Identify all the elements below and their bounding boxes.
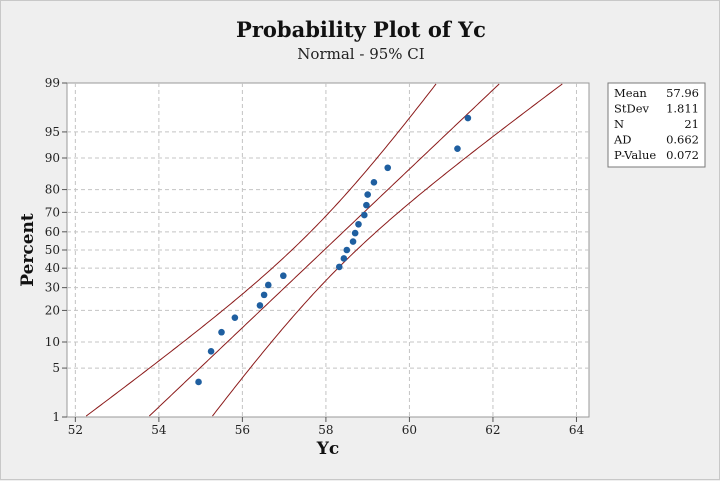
- data-point: [364, 191, 371, 198]
- y-tick-label: 90: [45, 151, 60, 165]
- data-point: [218, 328, 225, 336]
- legend-stat-label: AD: [613, 133, 632, 147]
- data-points: [195, 114, 472, 386]
- data-point: [280, 272, 287, 280]
- legend-stat-value: 1.811: [666, 102, 699, 116]
- legend-stat-value: 57.96: [666, 86, 699, 100]
- chart-title: Probability Plot of Yc: [236, 17, 486, 42]
- x-tick-label: 54: [151, 423, 167, 437]
- data-point: [343, 246, 351, 254]
- x-tick-label: 56: [235, 423, 250, 437]
- y-tick-label: 1: [52, 410, 60, 424]
- data-point: [195, 378, 202, 386]
- y-tick-label: 30: [45, 281, 60, 295]
- data-point: [361, 211, 368, 219]
- data-point: [256, 302, 264, 309]
- stats-legend-rows: Mean 57.96 StDev 1.811 N 21 AD 0.662 P-Value 0.07…: [613, 86, 699, 162]
- y-gridlines: [67, 131, 589, 369]
- x-tick-label: 52: [68, 423, 83, 437]
- y-axis-label: Percent: [18, 213, 38, 287]
- x-tick-label: 64: [569, 423, 585, 437]
- data-point: [355, 220, 362, 228]
- data-point: [384, 164, 392, 172]
- data-point: [264, 281, 272, 289]
- legend-stat-label: P-Value: [614, 148, 656, 162]
- confidence-lines: [85, 83, 563, 417]
- data-point: [340, 255, 348, 262]
- legend-stat-value: 0.072: [666, 148, 699, 162]
- stats-legend-box: [607, 82, 706, 168]
- y-tick-label: 99: [45, 76, 60, 90]
- y-tick-label: 5: [52, 361, 60, 375]
- legend-stat-value: 21: [684, 117, 699, 131]
- y-tick-label: 20: [45, 303, 60, 317]
- ci-upper-line: [212, 83, 563, 417]
- y-tick-label: 10: [45, 335, 60, 349]
- data-point: [363, 201, 370, 209]
- data-point: [349, 238, 357, 245]
- data-point: [454, 145, 461, 152]
- y-tick-label: 40: [45, 261, 60, 275]
- y-tick-label: 70: [45, 205, 60, 219]
- x-tick-label: 62: [485, 423, 500, 437]
- data-point: [370, 179, 378, 186]
- legend-stat-value: 0.662: [666, 133, 699, 147]
- data-point: [351, 229, 359, 237]
- data-point: [207, 348, 215, 355]
- ci-lower-line: [85, 83, 437, 417]
- legend-stat-label: N: [614, 117, 624, 131]
- legend-stat-label: StDev: [614, 102, 650, 116]
- fit-line: [148, 83, 500, 417]
- stats-legend: Mean 57.96 StDev 1.811 N 21 AD 0.662 P-Value 0.07…: [607, 82, 706, 168]
- data-point: [464, 114, 472, 122]
- y-tick-label: 50: [45, 243, 60, 257]
- data-point: [231, 314, 239, 321]
- y-tick-labels: 1 5 10 20 30 40 50 60 70 80 90 95 99: [45, 76, 67, 424]
- x-tick-label: 60: [402, 423, 417, 437]
- y-tick-label: 95: [45, 125, 60, 139]
- data-point: [260, 291, 268, 299]
- y-tick-label: 80: [45, 183, 60, 197]
- legend-stat-label: Mean: [614, 86, 647, 100]
- x-tick-labels: 52 54 56 58 60 62 64: [68, 417, 585, 437]
- chart-subtitle: Normal - 95% CI: [297, 45, 424, 63]
- x-tick-label: 58: [318, 423, 333, 437]
- y-tick-label: 60: [45, 225, 60, 239]
- data-point: [335, 263, 343, 271]
- x-axis-label: Yc: [316, 439, 340, 459]
